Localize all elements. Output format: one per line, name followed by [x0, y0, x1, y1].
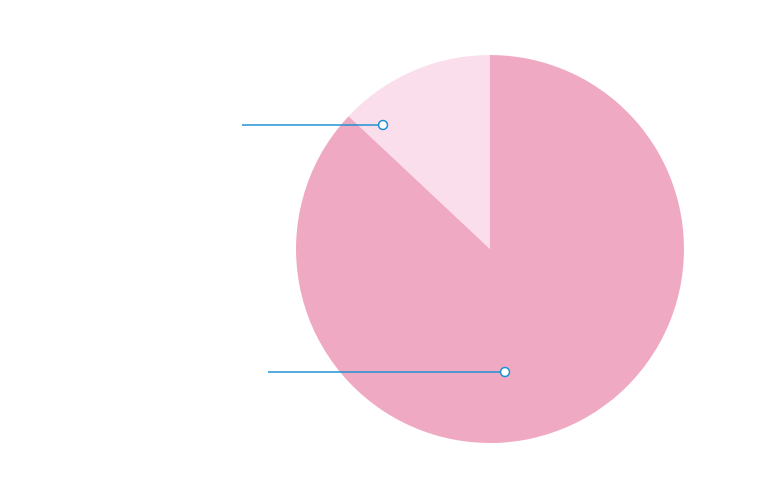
pie-svg: [0, 0, 764, 500]
leader-marker-slice-small: [379, 121, 388, 130]
leader-marker-slice-large: [501, 368, 510, 377]
pie-chart: [0, 0, 764, 500]
